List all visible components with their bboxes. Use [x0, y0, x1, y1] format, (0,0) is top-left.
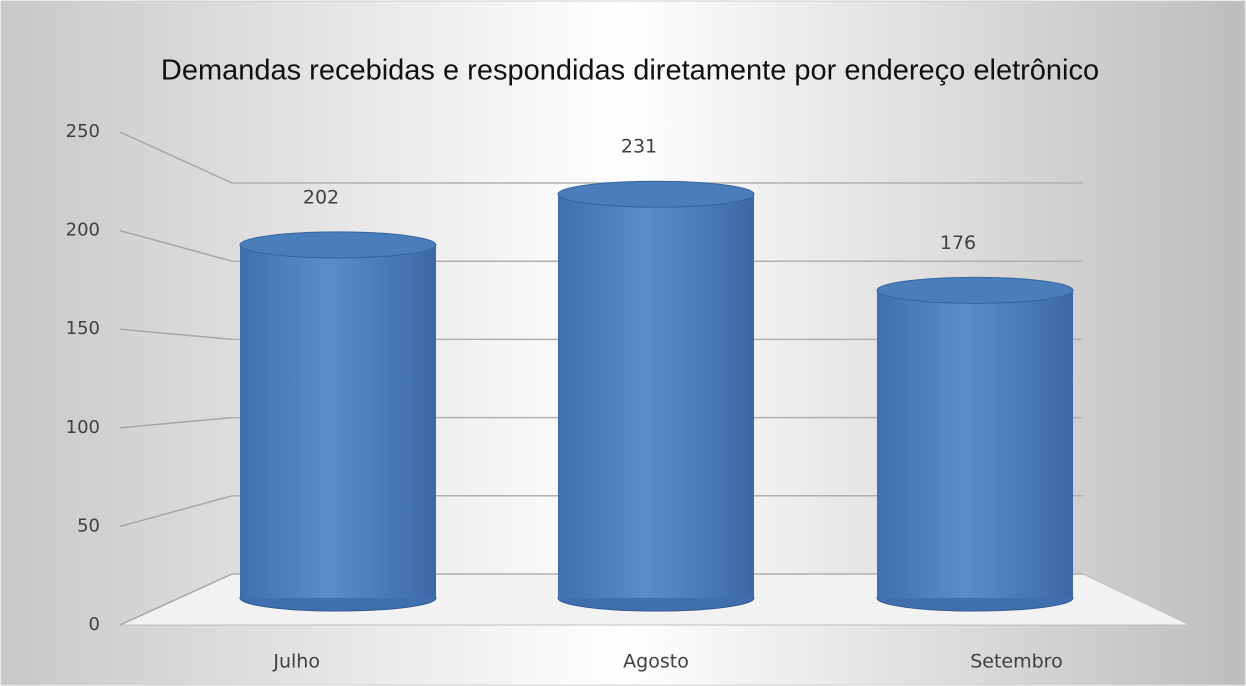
y-tick-label: 250: [66, 121, 100, 142]
bar: [558, 194, 754, 598]
chart-title: Demandas recebidas e respondidas diretam…: [161, 55, 1099, 87]
y-tick-label: 50: [77, 515, 100, 536]
x-tick-label: Julho: [272, 651, 320, 673]
wall-line: [119, 416, 233, 429]
y-tick-label: 0: [89, 614, 100, 635]
y-tick-label: 200: [66, 220, 100, 241]
data-label: 176: [940, 232, 976, 254]
cylinder-top: [876, 276, 1074, 304]
data-label: 231: [621, 136, 657, 158]
x-tick-label: Setembro: [970, 651, 1062, 673]
wall-line: [119, 573, 233, 626]
wall-line: [119, 495, 233, 528]
wall-line: [119, 229, 233, 262]
cylinder-top: [239, 231, 437, 259]
y-tick-label: 150: [66, 318, 100, 339]
data-label: 202: [303, 186, 339, 208]
bar: [240, 244, 436, 599]
wall-line: [119, 131, 233, 184]
wall-line: [119, 328, 233, 341]
bar: [877, 290, 1073, 598]
x-tick-label: Agosto: [623, 651, 689, 673]
cylinder-top: [557, 180, 755, 208]
y-tick-label: 100: [66, 417, 100, 438]
